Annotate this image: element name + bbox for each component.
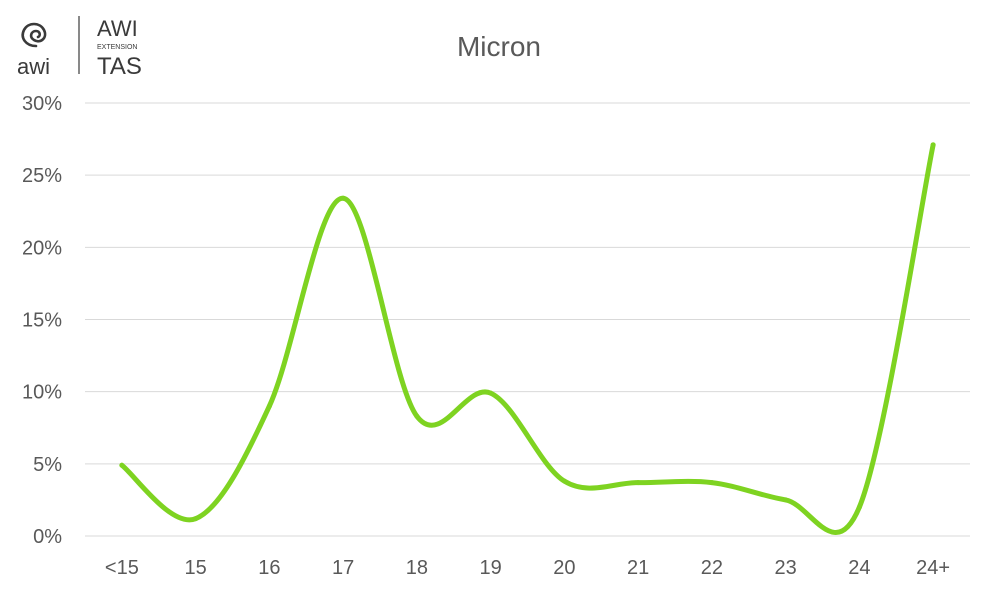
x-tick-label: 23 xyxy=(775,557,797,579)
x-tick-label: 24 xyxy=(848,557,870,579)
data-point xyxy=(561,478,567,484)
y-tick-label: 25% xyxy=(22,165,62,187)
x-tick-label: 15 xyxy=(185,557,207,579)
x-tick-label: <15 xyxy=(105,557,139,579)
data-point xyxy=(193,516,199,522)
series-line xyxy=(119,142,936,535)
data-point xyxy=(709,480,715,486)
logo-text-tas: TAS xyxy=(97,53,142,78)
chart-title: Micron xyxy=(457,31,541,62)
spiral-icon xyxy=(21,22,47,48)
y-tick-label: 5% xyxy=(33,454,62,476)
data-point xyxy=(488,390,494,396)
y-tick-label: 15% xyxy=(22,310,62,332)
x-axis-ticks: <15 15 16 17 18 19 20 21 22 23 24 24+ xyxy=(105,557,950,579)
data-point xyxy=(856,504,862,510)
logo-text-awi: awi xyxy=(17,54,50,78)
data-point xyxy=(930,142,936,148)
y-axis-ticks: 0% 5% 10% 15% 20% 25% 30% xyxy=(22,93,62,548)
data-point xyxy=(783,497,789,503)
y-tick-label: 0% xyxy=(33,526,62,548)
data-point xyxy=(414,413,420,419)
x-tick-label: 22 xyxy=(701,557,723,579)
x-tick-label: 18 xyxy=(406,557,428,579)
x-tick-label: 24+ xyxy=(916,557,950,579)
y-tick-label: 10% xyxy=(22,382,62,404)
awi-logo: awi AWI EXTENSION TAS xyxy=(17,16,142,78)
gridlines xyxy=(85,102,970,537)
data-point xyxy=(635,480,641,486)
data-point xyxy=(119,462,125,468)
y-tick-label: 20% xyxy=(22,237,62,259)
y-tick-label: 30% xyxy=(22,93,62,115)
logo-text-awi-upper: AWI xyxy=(97,16,138,41)
x-tick-label: 16 xyxy=(258,557,280,579)
x-tick-label: 19 xyxy=(480,557,502,579)
series-layer xyxy=(119,142,936,535)
x-tick-label: 21 xyxy=(627,557,649,579)
data-point xyxy=(266,403,272,409)
logo-text-extension: EXTENSION xyxy=(97,44,137,51)
data-point xyxy=(340,195,346,201)
x-tick-label: 20 xyxy=(553,557,575,579)
x-tick-label: 17 xyxy=(332,557,354,579)
